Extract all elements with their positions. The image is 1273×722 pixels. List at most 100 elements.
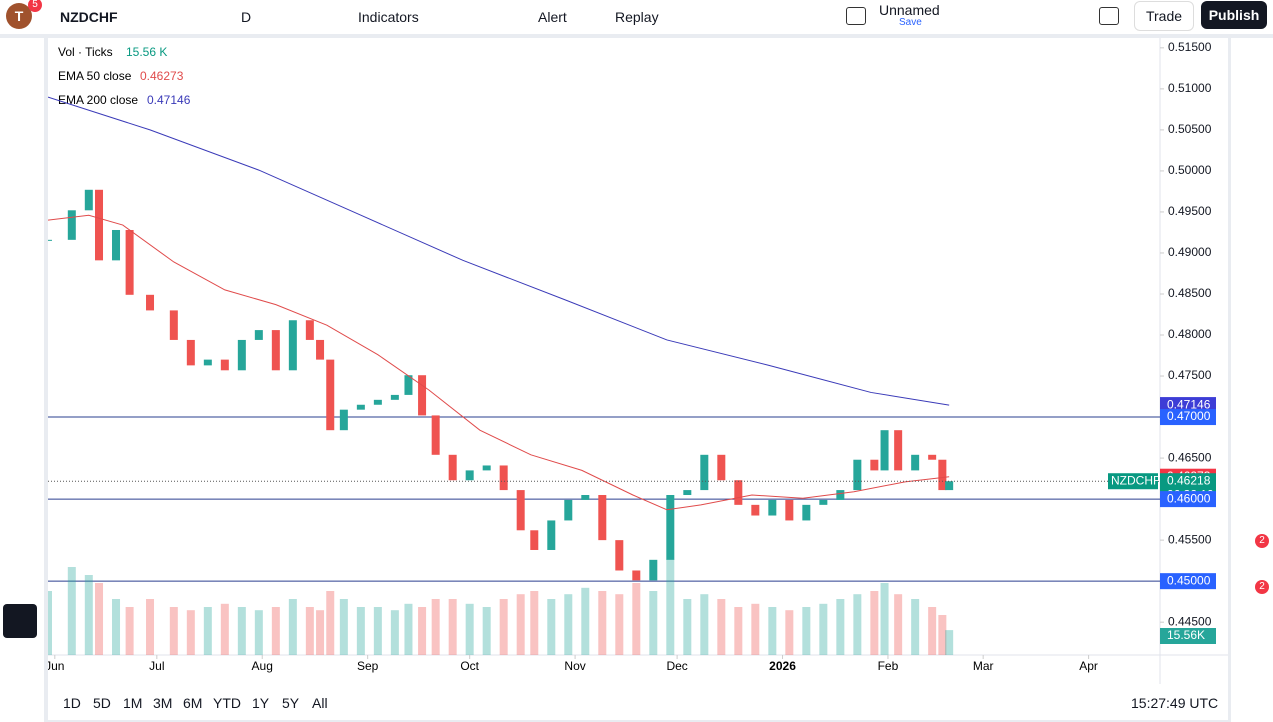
left-toolbar	[0, 38, 44, 722]
volume-bar	[870, 591, 879, 655]
candle-body	[203, 359, 212, 366]
candle-body	[499, 465, 508, 491]
candle-body	[125, 229, 134, 295]
volume-badge	[1160, 628, 1216, 644]
candle-body	[220, 359, 229, 371]
price-badge-label: 0.45000	[1167, 573, 1211, 587]
symbol[interactable]: NZDCHF	[60, 9, 118, 25]
candle-body	[734, 480, 743, 505]
range-button[interactable]: 3M	[153, 695, 173, 711]
volume-bar	[516, 594, 525, 655]
legend-volume-value: 15.56 K	[126, 45, 167, 59]
candle-body	[516, 490, 525, 531]
volume-bar	[339, 599, 348, 655]
volume-bar	[465, 603, 474, 655]
volume-bar	[802, 607, 811, 655]
interval[interactable]: D	[241, 9, 252, 25]
volume-bar	[928, 607, 937, 655]
volume-bar	[649, 591, 658, 655]
volume-bar	[734, 607, 743, 655]
trade-button[interactable]: Trade	[1134, 1, 1194, 31]
candle-body	[254, 330, 263, 340]
volume-bar	[288, 599, 297, 655]
candle-body	[717, 454, 726, 481]
legend-ema50-value: 0.46273	[140, 69, 184, 83]
avatar-badge: 5	[28, 0, 42, 12]
range-button[interactable]: 1D	[63, 695, 81, 711]
layout-icon[interactable]	[846, 7, 866, 25]
volume-bar	[220, 603, 229, 655]
volume-bar	[305, 607, 314, 655]
volume-bar	[819, 603, 828, 655]
avatar[interactable]: T	[6, 3, 32, 29]
candle-body	[836, 490, 845, 500]
candle-body	[431, 415, 440, 455]
volume-bar	[482, 607, 491, 655]
volume-bar	[146, 599, 155, 655]
y-tick-label: 0.47500	[1168, 368, 1212, 382]
layout-name[interactable]: Unnamed	[879, 2, 940, 18]
candle-body	[802, 504, 811, 521]
candle-body	[683, 490, 692, 496]
x-tick-label: Aug	[252, 659, 273, 673]
y-tick-label: 0.51000	[1168, 81, 1212, 95]
volume-bar	[203, 607, 212, 655]
volume-bar	[945, 630, 954, 655]
volume-bar	[316, 610, 325, 655]
candle-body	[271, 330, 280, 371]
replay-button[interactable]: Replay	[615, 9, 659, 25]
legend-volume: Vol · Ticks	[58, 45, 113, 59]
candle-body	[373, 399, 382, 405]
alert-button[interactable]: Alert	[538, 9, 567, 25]
symbol-badge	[1108, 473, 1158, 490]
y-tick-label: 0.48000	[1168, 327, 1212, 341]
candle-body	[404, 375, 413, 395]
candle-body	[326, 359, 335, 431]
price-badge-label: 0.46000	[1167, 491, 1211, 505]
indicators-button[interactable]: Indicators	[358, 9, 419, 25]
candle-body	[649, 559, 658, 581]
range-button[interactable]: 6M	[183, 695, 203, 711]
volume-bar	[938, 615, 947, 655]
candle-body	[305, 320, 314, 340]
active-tool[interactable]	[3, 604, 37, 638]
candle-body	[615, 540, 624, 571]
y-tick-label: 0.46500	[1168, 450, 1212, 464]
y-tick-label: 0.51500	[1168, 40, 1212, 54]
candle-body	[530, 530, 539, 550]
volume-bar	[390, 610, 399, 655]
x-tick-label: Jul	[149, 659, 164, 673]
volume-bar	[169, 607, 178, 655]
top-toolbar: T 5 NZDCHF D Indicators Alert Replay Unn…	[0, 0, 1273, 34]
range-button[interactable]: 1Y	[252, 695, 270, 711]
range-button[interactable]: 5D	[93, 695, 111, 711]
x-tick-label: Sep	[357, 659, 379, 673]
volume-bar	[67, 567, 76, 655]
x-tick-label: Feb	[878, 659, 899, 673]
candle-body	[666, 495, 675, 560]
volume-bar	[418, 607, 427, 655]
publish-button[interactable]: Publish	[1201, 1, 1267, 29]
x-tick-label: Nov	[564, 659, 585, 673]
candle-body	[448, 454, 457, 481]
bottom-bar: 15:27:49 UTC 1D 5D 1M 3M 6M YTD 1Y 5Y All	[48, 684, 1228, 720]
y-tick-label: 0.50000	[1168, 163, 1212, 177]
volume-bar	[499, 599, 508, 655]
candle-body	[870, 459, 879, 471]
range-button[interactable]: 5Y	[282, 695, 300, 711]
candle-body	[928, 454, 937, 460]
y-tick-label: 0.50500	[1168, 122, 1212, 136]
range-button[interactable]: YTD	[213, 695, 241, 711]
range-button[interactable]: 1M	[123, 695, 143, 711]
volume-bar	[237, 607, 246, 655]
symbol-label: NZDCHF	[1111, 473, 1160, 487]
x-tick-label: 2026	[769, 659, 796, 673]
volume-bar	[911, 599, 920, 655]
chart: Vol · Ticks 15.56 K EMA 50 close 0.46273…	[48, 38, 1228, 684]
volume-bar	[853, 594, 862, 655]
y-tick-label: 0.49500	[1168, 204, 1212, 218]
candle-body	[911, 454, 920, 471]
candle-body	[67, 210, 76, 240]
range-button[interactable]: All	[312, 695, 328, 711]
screenshot-icon[interactable]	[1099, 7, 1119, 25]
